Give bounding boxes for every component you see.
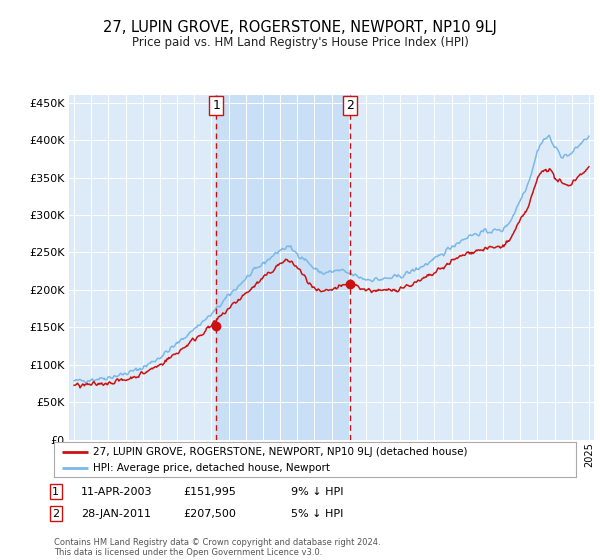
Text: 27, LUPIN GROVE, ROGERSTONE, NEWPORT, NP10 9LJ (detached house): 27, LUPIN GROVE, ROGERSTONE, NEWPORT, NP…: [93, 447, 467, 457]
Text: 1: 1: [52, 487, 59, 497]
Text: £151,995: £151,995: [183, 487, 236, 497]
Text: Contains HM Land Registry data © Crown copyright and database right 2024.
This d: Contains HM Land Registry data © Crown c…: [54, 538, 380, 557]
Text: 9% ↓ HPI: 9% ↓ HPI: [291, 487, 343, 497]
Text: 2: 2: [346, 99, 354, 112]
Text: Price paid vs. HM Land Registry's House Price Index (HPI): Price paid vs. HM Land Registry's House …: [131, 36, 469, 49]
Text: 2: 2: [52, 508, 59, 519]
Text: £207,500: £207,500: [183, 508, 236, 519]
Text: 27, LUPIN GROVE, ROGERSTONE, NEWPORT, NP10 9LJ: 27, LUPIN GROVE, ROGERSTONE, NEWPORT, NP…: [103, 20, 497, 35]
Text: 11-APR-2003: 11-APR-2003: [81, 487, 152, 497]
Bar: [216, 95, 350, 440]
Text: 1: 1: [212, 99, 220, 112]
Text: HPI: Average price, detached house, Newport: HPI: Average price, detached house, Newp…: [93, 464, 330, 473]
Text: 5% ↓ HPI: 5% ↓ HPI: [291, 508, 343, 519]
Text: 28-JAN-2011: 28-JAN-2011: [81, 508, 151, 519]
